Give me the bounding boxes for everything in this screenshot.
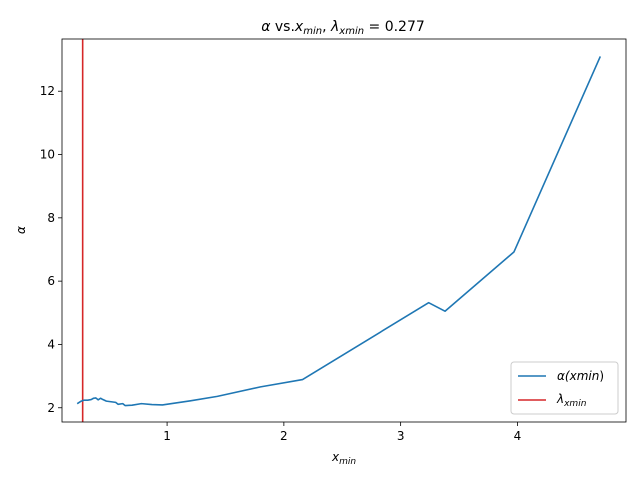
axes-frame (61, 38, 627, 423)
legend-label-alpha: α(xmin) (557, 369, 604, 383)
legend-label-lambda: λxmin (556, 392, 587, 409)
x-tick-label: 1 (163, 429, 171, 443)
x-axis-ticks: 1 2 3 4 (163, 422, 521, 443)
x-tick-label: 3 (397, 429, 405, 443)
y-tick-label: 12 (40, 84, 55, 98)
series-group (76, 56, 602, 407)
legend-frame (510, 361, 619, 415)
x-tick-label: 4 (514, 429, 522, 443)
x-tick-label: 2 (280, 429, 288, 443)
y-tick-label: 6 (47, 274, 55, 288)
x-axis-label: xmin (331, 450, 356, 467)
y-axis-ticks: 2 4 6 8 10 12 (40, 84, 62, 415)
y-axis-label: α (14, 226, 28, 234)
y-tick-label: 8 (47, 211, 55, 225)
y-tick-label: 4 (47, 337, 55, 351)
y-tick-label: 10 (40, 148, 55, 162)
y-tick-label: 2 (47, 401, 55, 415)
series-line-alpha (76, 56, 602, 407)
plot-area (61, 38, 627, 423)
chart-title: α vs.xmin, λxmin = 0.277 (261, 19, 425, 37)
legend: α(xmin) λxmin (510, 361, 619, 415)
